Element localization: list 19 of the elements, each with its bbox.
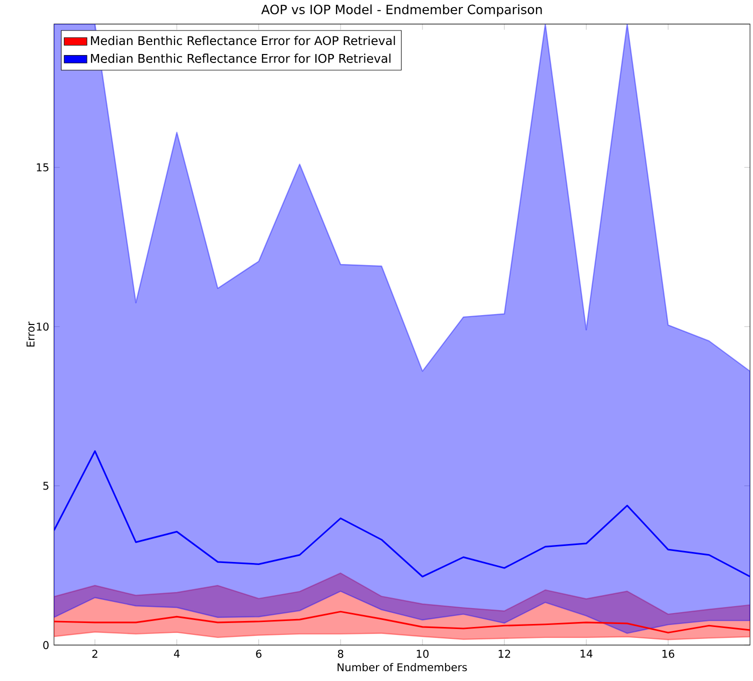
line-series [54, 610, 750, 634]
x-tick-label: 6 [256, 650, 262, 658]
legend-label: Median Benthic Reflectance Error for AOP Retrieval [91, 36, 395, 46]
y-tick-label: 0 [43, 640, 49, 650]
x-tick-label: 16 [662, 650, 674, 658]
x-tick-label: 10 [416, 650, 429, 658]
y-axis-title: Error [26, 322, 35, 346]
line-series [54, 450, 750, 578]
x-axis-title: Number of Endmembers [338, 662, 467, 672]
y-tick-label: 10 [36, 322, 49, 331]
x-tick-label: 12 [498, 650, 510, 658]
x-tick-label: 8 [338, 650, 344, 658]
x-tick-label: 14 [580, 650, 592, 658]
x-tick-label: 2 [92, 650, 98, 658]
chart-title: AOP vs IOP Model - Endmember Comparison [261, 4, 542, 17]
legend-label: Median Benthic Reflectance Error for IOP Retrieval [91, 54, 390, 63]
x-tick-label: 4 [174, 650, 180, 658]
y-tick-label: 15 [36, 163, 48, 172]
y-tick-label: 5 [43, 482, 48, 490]
